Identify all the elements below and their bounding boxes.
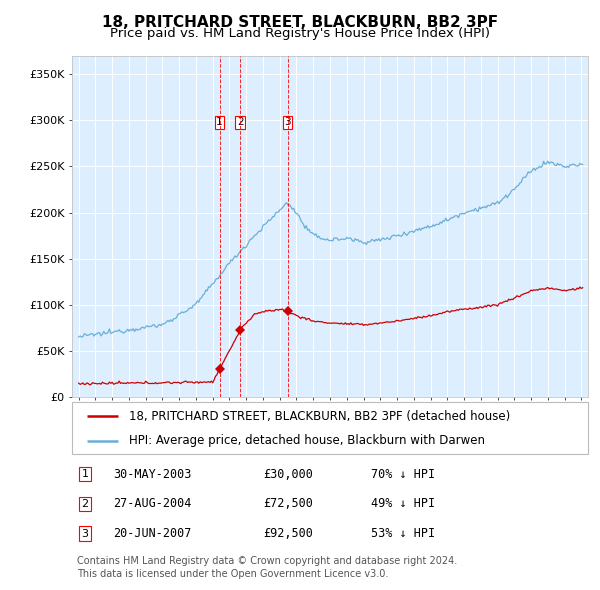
Text: Contains HM Land Registry data © Crown copyright and database right 2024.
This d: Contains HM Land Registry data © Crown c… — [77, 556, 457, 579]
Text: 49% ↓ HPI: 49% ↓ HPI — [371, 497, 436, 510]
Text: 20-JUN-2007: 20-JUN-2007 — [113, 527, 191, 540]
Text: HPI: Average price, detached house, Blackburn with Darwen: HPI: Average price, detached house, Blac… — [129, 434, 485, 447]
Text: Price paid vs. HM Land Registry's House Price Index (HPI): Price paid vs. HM Land Registry's House … — [110, 27, 490, 40]
Text: 1: 1 — [216, 117, 223, 127]
Text: £72,500: £72,500 — [263, 497, 313, 510]
Text: 3: 3 — [82, 529, 88, 539]
Text: 27-AUG-2004: 27-AUG-2004 — [113, 497, 191, 510]
Text: 1: 1 — [82, 469, 88, 479]
Text: 3: 3 — [284, 117, 291, 127]
Text: 18, PRITCHARD STREET, BLACKBURN, BB2 3PF: 18, PRITCHARD STREET, BLACKBURN, BB2 3PF — [102, 15, 498, 30]
Text: £92,500: £92,500 — [263, 527, 313, 540]
Text: 2: 2 — [237, 117, 244, 127]
FancyBboxPatch shape — [72, 402, 588, 454]
Text: 70% ↓ HPI: 70% ↓ HPI — [371, 468, 436, 481]
Text: £30,000: £30,000 — [263, 468, 313, 481]
Text: 18, PRITCHARD STREET, BLACKBURN, BB2 3PF (detached house): 18, PRITCHARD STREET, BLACKBURN, BB2 3PF… — [129, 410, 510, 423]
Text: 2: 2 — [82, 499, 88, 509]
Text: 53% ↓ HPI: 53% ↓ HPI — [371, 527, 436, 540]
Text: 30-MAY-2003: 30-MAY-2003 — [113, 468, 191, 481]
